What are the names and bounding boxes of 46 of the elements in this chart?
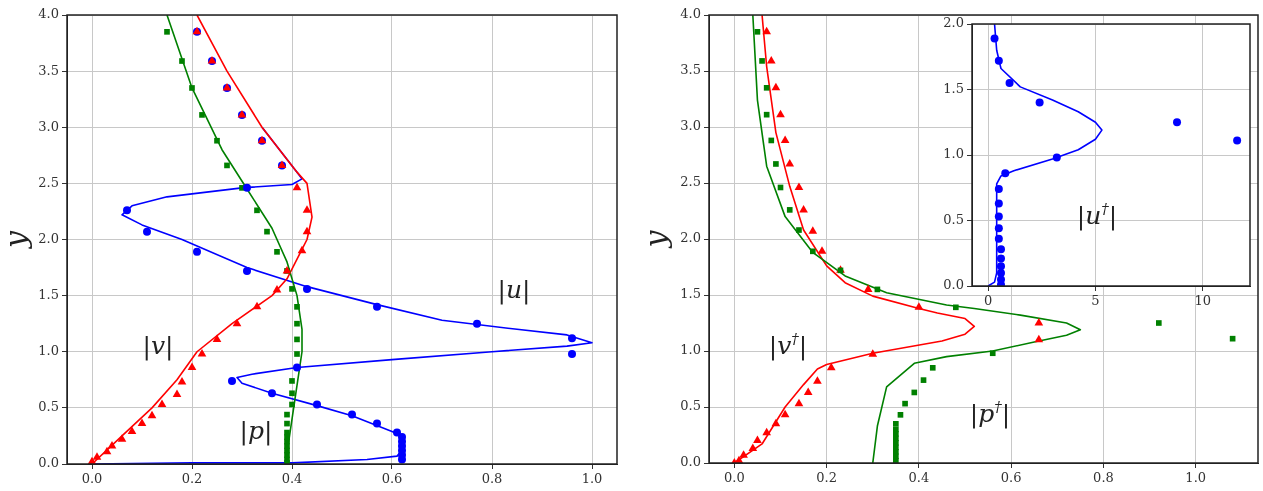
y-tick-label: 1.5 [943,80,964,96]
y-tick-label: 3.0 [38,118,59,134]
y-tick-label: 3.5 [38,62,59,78]
y-tick-label: 2.0 [943,15,964,31]
annotation: |u$^{†}$| [1076,200,1118,230]
x-tick-label: 0.6 [1000,470,1022,486]
y-tick-label: 1.0 [38,343,59,359]
annotation: |v| [142,330,174,360]
y-tick-label: 0.0 [943,277,964,293]
annotation: |v$^{†}$| [768,330,808,360]
y-tick-label: 0.0 [38,455,59,471]
annotation: |p$^{†}$| [969,398,1011,428]
x-tick-label: 0.2 [816,470,837,486]
x-tick-label: 0.8 [1093,470,1114,486]
y-axis-title: y [0,229,33,250]
annotation: |u| [497,274,531,304]
y-tick-label: 3.0 [680,118,701,134]
y-tick-label: 0.5 [680,398,701,414]
x-tick-label: 0 [983,293,993,309]
y-tick-label: 2.5 [680,174,701,190]
y-tick-label: 2.5 [38,174,59,190]
y-tick-label: 0.5 [943,211,964,227]
y-tick-label: 1.0 [943,146,964,162]
x-tick-label: 0.8 [481,471,503,487]
y-tick-label: 2.0 [680,230,701,246]
x-tick-label: 0.6 [381,471,403,487]
y-tick-label: 0.0 [680,454,701,470]
y-tick-label: 4.0 [680,6,701,22]
x-tick-label: 0.0 [81,471,103,487]
y-tick-label: 1.0 [680,342,701,358]
y-tick-label: 1.5 [38,287,59,302]
x-tick-label: 1.0 [1185,470,1207,486]
y-axis-title: y [637,229,673,250]
x-tick-label: 0.4 [281,471,303,487]
annotation: |p| [239,415,273,445]
y-tick-label: 2.0 [38,230,59,246]
x-tick-label: 10 [1194,293,1212,309]
x-tick-label: 0.2 [181,471,203,487]
x-tick-label: 5 [1091,293,1100,309]
y-tick-label: 0.5 [38,399,59,415]
x-tick-label: 0.0 [724,470,745,486]
y-tick-label: 3.5 [680,62,701,78]
x-tick-label: 0.4 [908,470,930,486]
y-tick-label: 4.0 [38,6,59,22]
y-tick-label: 1.5 [680,286,701,302]
x-tick-label: 1.0 [581,471,603,487]
